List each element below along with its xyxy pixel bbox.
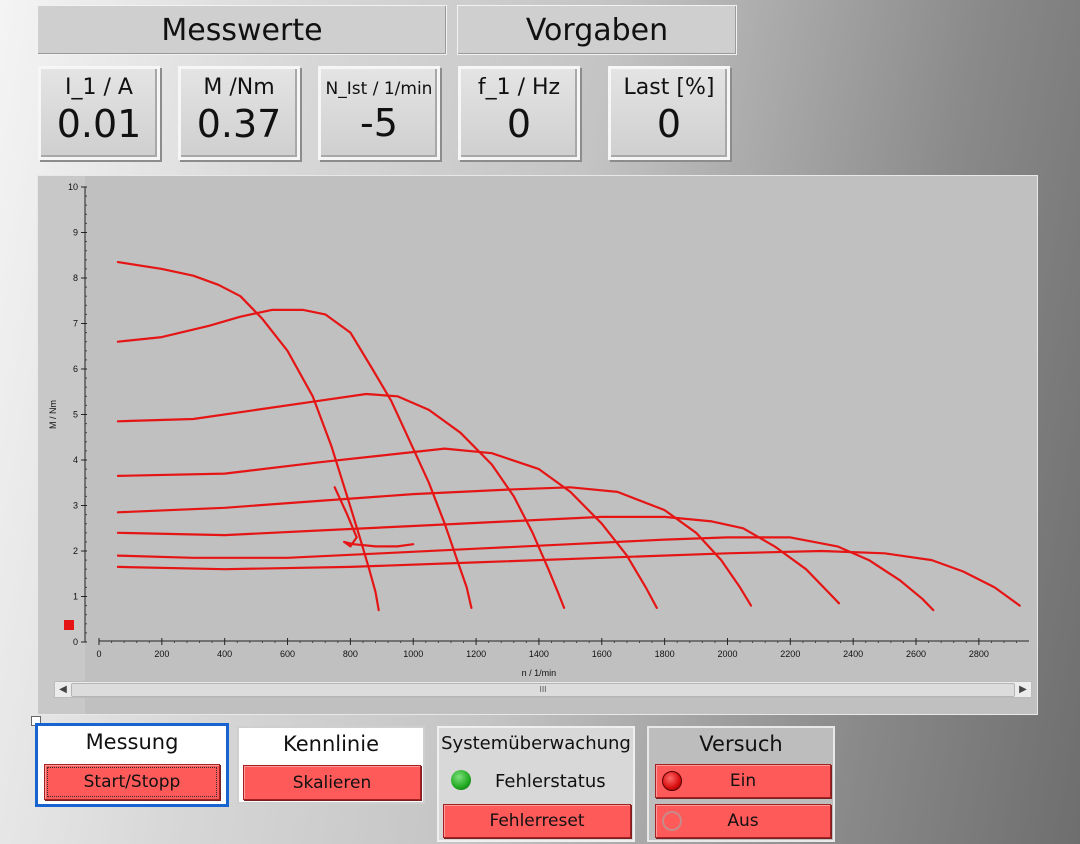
x-tick-label: 800 — [343, 649, 358, 659]
series-line-7 — [116, 536, 935, 612]
tile-load: Last [%] 0 — [608, 66, 730, 160]
error-status-label: Fehlerstatus — [495, 771, 606, 792]
system-monitor-title: Systemüberwachung — [441, 733, 631, 754]
y-tick-label: 8 — [73, 273, 78, 283]
on-lamp-icon — [662, 771, 682, 791]
current-value: 0.01 — [56, 102, 142, 146]
chart-scrollbar[interactable]: ◀ III ▶ — [54, 681, 1032, 698]
y-tick-label: 4 — [73, 455, 78, 465]
x-tick-label: 2000 — [717, 649, 737, 659]
scale-button[interactable]: Skalieren — [243, 765, 421, 800]
x-tick-label: 1000 — [403, 649, 423, 659]
current-label: I_1 / A — [65, 75, 133, 100]
kennlinie-panel: Kennlinie Skalieren — [237, 726, 425, 804]
x-tick-label: 200 — [154, 649, 169, 659]
system-monitor-panel: Systemüberwachung Fehlerstatus Fehlerres… — [437, 726, 635, 842]
speed-label: N_Ist / 1/min — [325, 79, 433, 99]
y-tick-label: 0 — [73, 637, 78, 647]
start-stop-button[interactable]: Start/Stopp — [44, 764, 220, 800]
x-tick-label: 1200 — [466, 649, 486, 659]
series-line-4 — [116, 447, 658, 609]
kennlinie-title: Kennlinie — [283, 732, 379, 756]
legend-marker — [64, 620, 74, 630]
off-button[interactable]: Aus — [655, 804, 831, 838]
characteristic-chart-panel: 0 1 2 3 4 5 6 7 8 9 10 M / Nm 0 200 400 600 800 1000 1200 1… — [37, 175, 1038, 715]
x-tick-label: 1400 — [529, 649, 549, 659]
x-tick-label: 400 — [217, 649, 232, 659]
y-tick-label: 6 — [73, 364, 78, 374]
series-line-5 — [116, 486, 753, 607]
scroll-left-icon[interactable]: ◀ — [59, 684, 67, 695]
on-button[interactable]: Ein — [655, 764, 831, 798]
y-tick-label: 10 — [68, 182, 78, 192]
series-line-2 — [116, 308, 473, 609]
load-label: Last [%] — [623, 75, 715, 100]
x-tick-label: 2600 — [906, 649, 926, 659]
characteristic-chart: 0 1 2 3 4 5 6 7 8 9 10 M / Nm 0 200 400 600 800 1000 1200 1… — [38, 176, 1029, 714]
series-line-1 — [116, 260, 380, 612]
series-line-8 — [116, 549, 1021, 607]
y-tick-label: 9 — [73, 228, 78, 238]
x-tick-label: 1800 — [655, 649, 675, 659]
on-button-label: Ein — [729, 771, 757, 791]
versuch-title: Versuch — [699, 732, 783, 756]
error-reset-button[interactable]: Fehlerreset — [443, 804, 631, 838]
speed-value: -5 — [360, 101, 398, 145]
tile-frequency: f_1 / Hz 0 — [458, 66, 580, 160]
torque-value: 0.37 — [196, 102, 282, 146]
y-tick-label: 2 — [73, 546, 78, 556]
y-axis-strip — [38, 176, 85, 714]
versuch-panel: Versuch Ein Aus — [647, 726, 835, 842]
tile-torque: M /Nm 0.37 — [178, 66, 300, 160]
x-tick-label: 2400 — [843, 649, 863, 659]
messung-panel: Messung Start/Stopp — [35, 723, 229, 807]
x-tick-label: 0 — [96, 649, 101, 659]
x-axis-label: n / 1/min — [522, 668, 557, 678]
y-tick-label: 5 — [73, 410, 78, 420]
header-messwerte: Messwerte — [37, 5, 447, 55]
messung-title: Messung — [85, 730, 179, 754]
load-value: 0 — [656, 102, 682, 146]
series-line-3 — [116, 392, 566, 609]
x-tick-label: 600 — [280, 649, 295, 659]
series-line-6 — [116, 515, 841, 605]
off-button-label: Aus — [727, 811, 759, 831]
tile-current: I_1 / A 0.01 — [38, 66, 160, 160]
frequency-label: f_1 / Hz — [477, 75, 561, 100]
y-tick-label: 7 — [73, 319, 78, 329]
error-status-lamp — [451, 770, 471, 790]
x-tick-label: 2200 — [780, 649, 800, 659]
y-tick-label: 1 — [73, 592, 78, 602]
frequency-value: 0 — [506, 102, 532, 146]
series-line-9 — [333, 486, 415, 548]
scroll-right-icon[interactable]: ▶ — [1019, 684, 1027, 695]
x-tick-label: 1600 — [592, 649, 612, 659]
header-vorgaben: Vorgaben — [457, 5, 737, 55]
x-tick-label: 2800 — [969, 649, 989, 659]
scroll-thumb[interactable]: III — [71, 683, 1015, 697]
off-lamp-icon — [662, 811, 682, 831]
torque-label: M /Nm — [203, 75, 275, 100]
y-axis-label: M / Nm — [48, 400, 58, 429]
tile-speed: N_Ist / 1/min -5 — [318, 66, 440, 160]
y-tick-label: 3 — [73, 501, 78, 511]
